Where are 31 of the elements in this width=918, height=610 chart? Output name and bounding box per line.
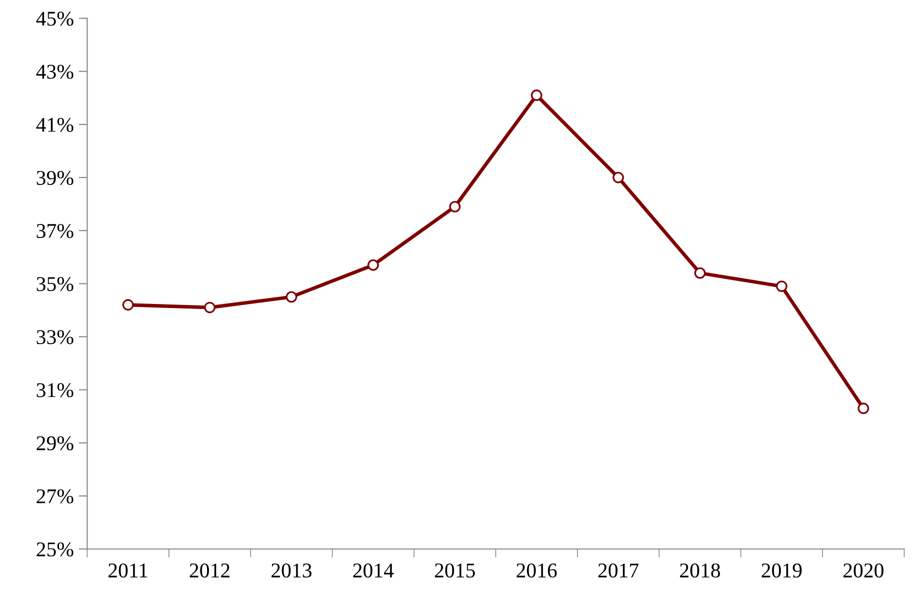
x-tick-label: 2017	[598, 563, 639, 578]
y-tick-label: 29%	[36, 436, 74, 450]
y-tick-label: 39%	[36, 170, 74, 186]
point	[367, 259, 379, 271]
x-tick-label: 2013	[272, 563, 312, 578]
y-tick-label: 35%	[36, 277, 74, 292]
x-tick-label: 2015	[434, 563, 475, 578]
y-tick-label: 27%	[36, 489, 74, 504]
point	[858, 402, 870, 414]
point	[612, 172, 624, 184]
x-tick-label: 2020	[843, 563, 884, 578]
point	[694, 267, 706, 279]
x-tick-label: 2016	[516, 563, 557, 578]
x-tick-label: 2014	[353, 563, 394, 578]
y-tick-label: 45%	[36, 12, 74, 26]
point	[122, 299, 134, 311]
y-tick-label: 41%	[36, 118, 74, 132]
x-tick-label: 2018	[680, 563, 720, 578]
point	[286, 291, 298, 303]
x-tick-label: 2011	[108, 563, 148, 578]
y-tick-label: 43%	[36, 64, 74, 79]
point	[449, 201, 461, 212]
point	[776, 280, 788, 292]
x-tick-label: 2012	[190, 563, 230, 578]
y-tick-label: 37%	[36, 224, 74, 238]
y-tick-label: 25%	[36, 542, 74, 556]
point	[530, 90, 542, 101]
x-tick-label: 2019	[762, 563, 802, 578]
y-tick-label: 31%	[36, 383, 74, 398]
y-tick-label: 33%	[36, 330, 74, 344]
point	[204, 302, 216, 314]
